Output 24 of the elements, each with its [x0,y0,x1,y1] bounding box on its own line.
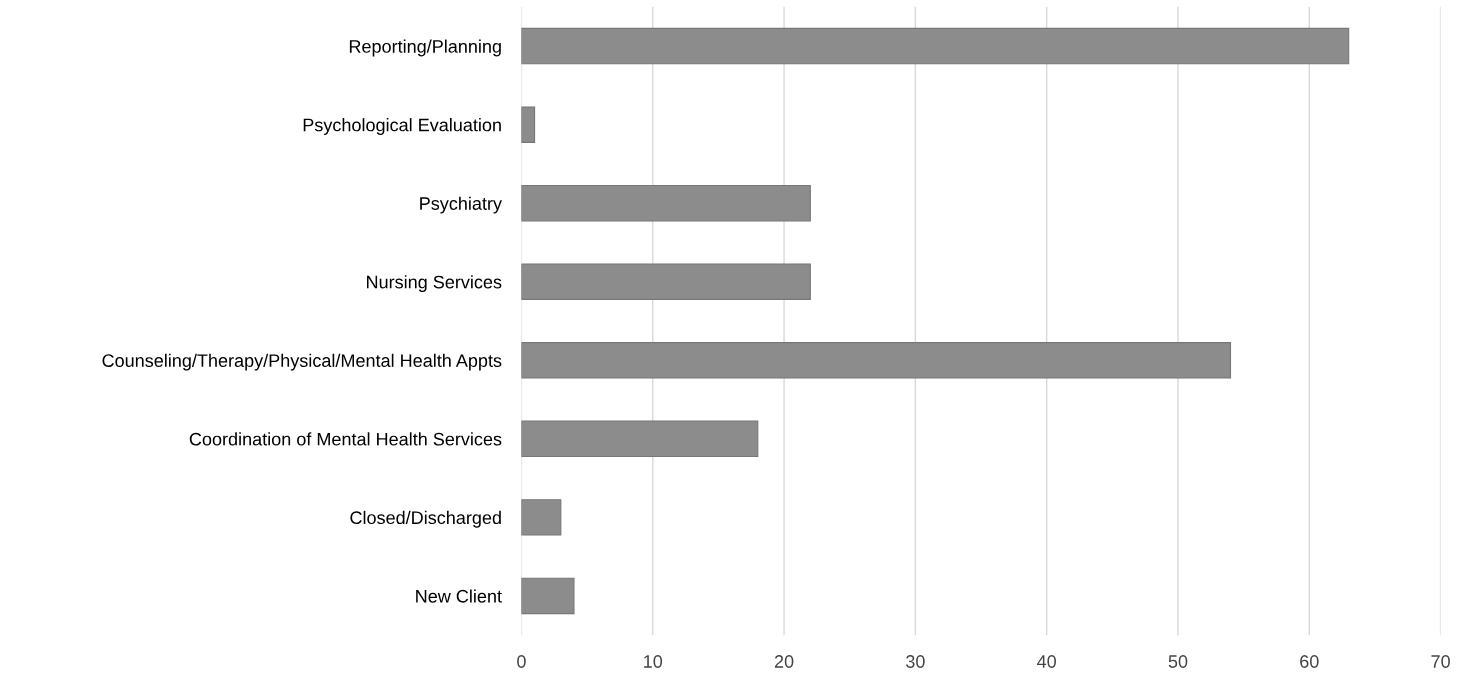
y-tick-label: Counseling/Therapy/Physical/Mental Health Appts [102,353,502,371]
x-tick-label: 30 [906,655,925,668]
y-tick-label: Coordination of Mental Health Services [189,432,502,446]
x-tick-label: 20 [774,655,794,668]
bar [521,27,1350,65]
x-tick-label: 50 [1168,655,1188,668]
bar [521,106,536,143]
bar [521,420,759,458]
bar [521,184,811,222]
x-tick-label: 60 [1300,655,1319,668]
y-tick-label: Nursing Services [367,275,502,293]
bar [521,263,811,300]
bar [521,577,575,615]
y-tick-label: Reporting/Planning [349,39,501,57]
y-tick-label: Closed/Discharged [350,510,501,528]
x-tick-label: 10 [644,655,663,668]
x-tick-label: 70 [1431,655,1450,668]
y-tick-label: New Client [416,589,502,603]
y-tick-label: Psychological Evaluation [303,118,501,135]
bar [521,342,1232,379]
x-tick-label: 0 [517,655,526,668]
x-tick-label: 40 [1037,655,1057,668]
y-tick-label: Psychiatry [420,196,502,214]
bar [521,499,562,536]
